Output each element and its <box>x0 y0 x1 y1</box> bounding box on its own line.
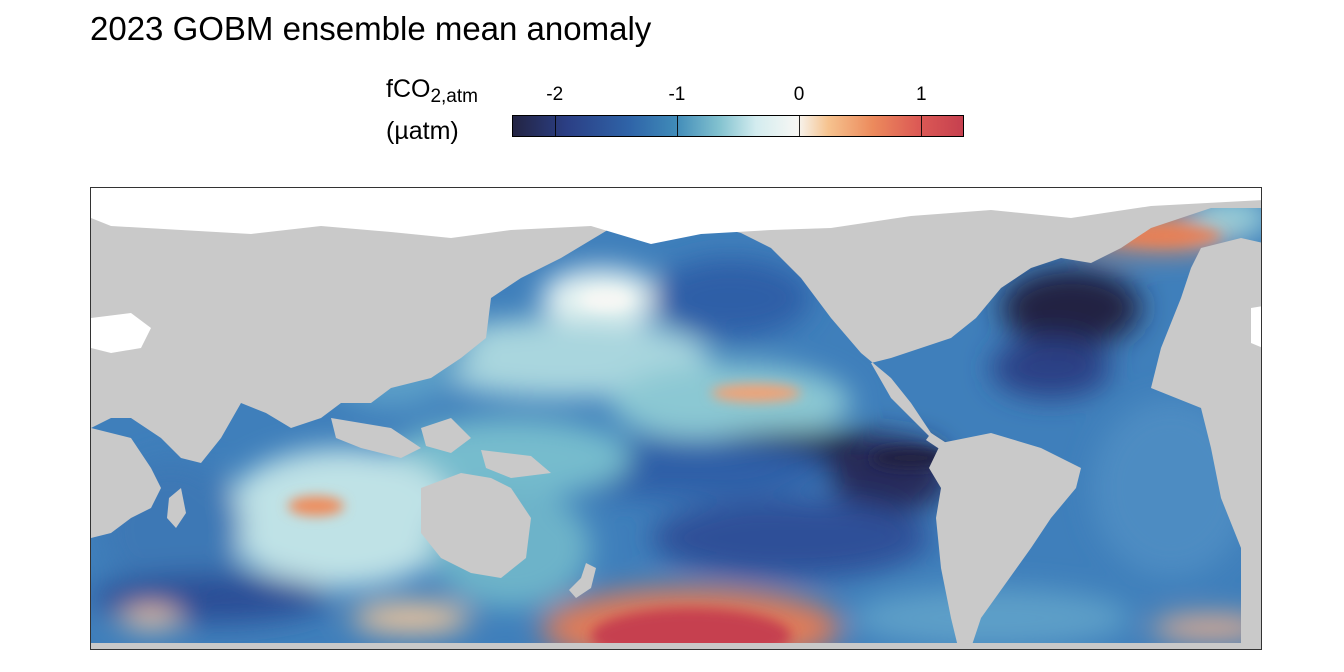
colorbar-variable-subscript: 2,atm <box>430 86 478 107</box>
colorbar-label: fCO2,atm (µatm) <box>386 72 478 148</box>
colorbar-tick <box>921 116 923 137</box>
anomaly-map-svg <box>91 188 1261 649</box>
colorbar-tick-label: -1 <box>668 84 686 105</box>
colorbar-tick <box>799 116 801 137</box>
colorbar <box>512 115 964 137</box>
colorbar-unit-label: (µatm) <box>386 117 459 145</box>
colorbar-tick-label: 1 <box>915 84 927 105</box>
land-masses <box>91 188 1261 649</box>
colorbar-tick-label: 0 <box>793 84 805 105</box>
anomaly-map <box>90 187 1262 650</box>
anomaly-highlights <box>288 228 1221 649</box>
colorbar-variable-label: fCO2,atm <box>386 75 478 107</box>
chart-title: 2023 GOBM ensemble mean anomaly <box>90 10 652 47</box>
colorbar-tick-label: -2 <box>546 84 564 105</box>
colorbar-tick <box>676 116 678 137</box>
missing-data <box>91 188 1261 353</box>
colorbar-tick <box>554 116 556 137</box>
